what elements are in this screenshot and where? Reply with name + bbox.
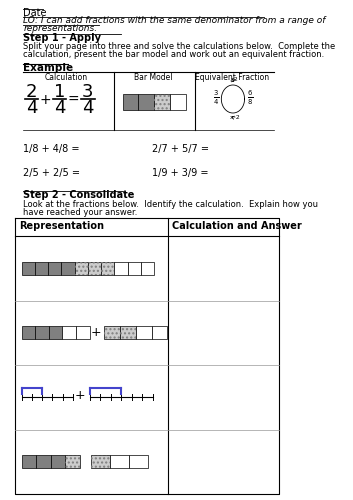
Bar	[65, 455, 79, 468]
Bar	[141, 262, 154, 275]
Bar	[154, 94, 170, 110]
Bar	[128, 262, 141, 275]
Text: 4: 4	[54, 99, 65, 117]
Text: LO: I can add fractions with the same denominator from a range of: LO: I can add fractions with the same de…	[23, 16, 325, 25]
Text: +: +	[40, 93, 52, 107]
Bar	[120, 326, 136, 339]
Bar	[123, 94, 138, 110]
Text: Look at the fractions below.  Identify the calculation.  Explain how you: Look at the fractions below. Identify th…	[23, 200, 318, 209]
Text: +: +	[75, 389, 86, 402]
Bar	[136, 326, 152, 339]
Bar	[74, 262, 88, 275]
Bar	[35, 262, 48, 275]
Text: Step 2 - Consolidate: Step 2 - Consolidate	[23, 190, 134, 200]
Bar	[22, 455, 36, 468]
FancyArrowPatch shape	[232, 116, 235, 119]
Text: Calculation: Calculation	[45, 73, 88, 82]
Bar	[152, 326, 167, 339]
Bar	[49, 326, 62, 339]
Text: representations.: representations.	[23, 24, 97, 33]
Text: Calculation and Answer: Calculation and Answer	[172, 221, 302, 231]
Bar	[88, 262, 101, 275]
Bar	[91, 455, 110, 468]
Bar	[120, 326, 136, 339]
Text: =: =	[68, 93, 79, 107]
Text: $\frac{6}{8}$: $\frac{6}{8}$	[247, 89, 253, 107]
Bar	[62, 326, 76, 339]
Bar	[154, 94, 170, 110]
Text: +: +	[91, 326, 101, 339]
Text: Equivalent Fraction: Equivalent Fraction	[195, 73, 269, 82]
FancyArrowPatch shape	[231, 78, 234, 82]
Bar	[104, 326, 120, 339]
Bar	[74, 262, 88, 275]
Text: 1: 1	[54, 83, 65, 101]
Bar	[88, 262, 101, 275]
Text: 4: 4	[26, 99, 37, 117]
Text: Split your page into three and solve the calculations below.  Complete the: Split your page into three and solve the…	[23, 42, 335, 51]
Text: 4: 4	[82, 99, 94, 117]
Bar	[114, 262, 128, 275]
Bar	[76, 326, 90, 339]
Bar	[50, 455, 65, 468]
Text: 2: 2	[26, 83, 37, 101]
Bar	[65, 455, 79, 468]
Bar	[110, 455, 129, 468]
Bar	[22, 326, 35, 339]
Text: Step 1 - Apply: Step 1 - Apply	[23, 33, 101, 43]
Text: 1/8 + 4/8 =: 1/8 + 4/8 =	[23, 144, 80, 154]
Bar	[35, 326, 49, 339]
Text: 1/9 + 3/9 =: 1/9 + 3/9 =	[152, 168, 208, 178]
Bar	[91, 455, 110, 468]
Text: 2/5 + 2/5 =: 2/5 + 2/5 =	[23, 168, 80, 178]
Text: 3: 3	[82, 83, 94, 101]
Text: have reached your answer.: have reached your answer.	[23, 208, 138, 217]
Bar	[101, 262, 114, 275]
Bar	[138, 94, 154, 110]
Text: $\frac{3}{4}$: $\frac{3}{4}$	[213, 89, 219, 107]
Bar	[129, 455, 148, 468]
Bar	[170, 94, 186, 110]
Text: Bar Model: Bar Model	[134, 73, 173, 82]
Text: x2: x2	[231, 77, 239, 82]
Bar	[61, 262, 74, 275]
Text: Example: Example	[23, 63, 73, 73]
Text: x 2: x 2	[230, 115, 239, 120]
Bar	[101, 262, 114, 275]
Bar	[36, 455, 50, 468]
Text: calculation, present the bar model and work out an equivalent fraction.: calculation, present the bar model and w…	[23, 50, 324, 59]
Bar	[48, 262, 61, 275]
Text: Date: Date	[23, 8, 47, 18]
Bar	[104, 326, 120, 339]
Text: Representation: Representation	[19, 221, 104, 231]
Bar	[22, 262, 35, 275]
Text: 2/7 + 5/7 =: 2/7 + 5/7 =	[152, 144, 209, 154]
